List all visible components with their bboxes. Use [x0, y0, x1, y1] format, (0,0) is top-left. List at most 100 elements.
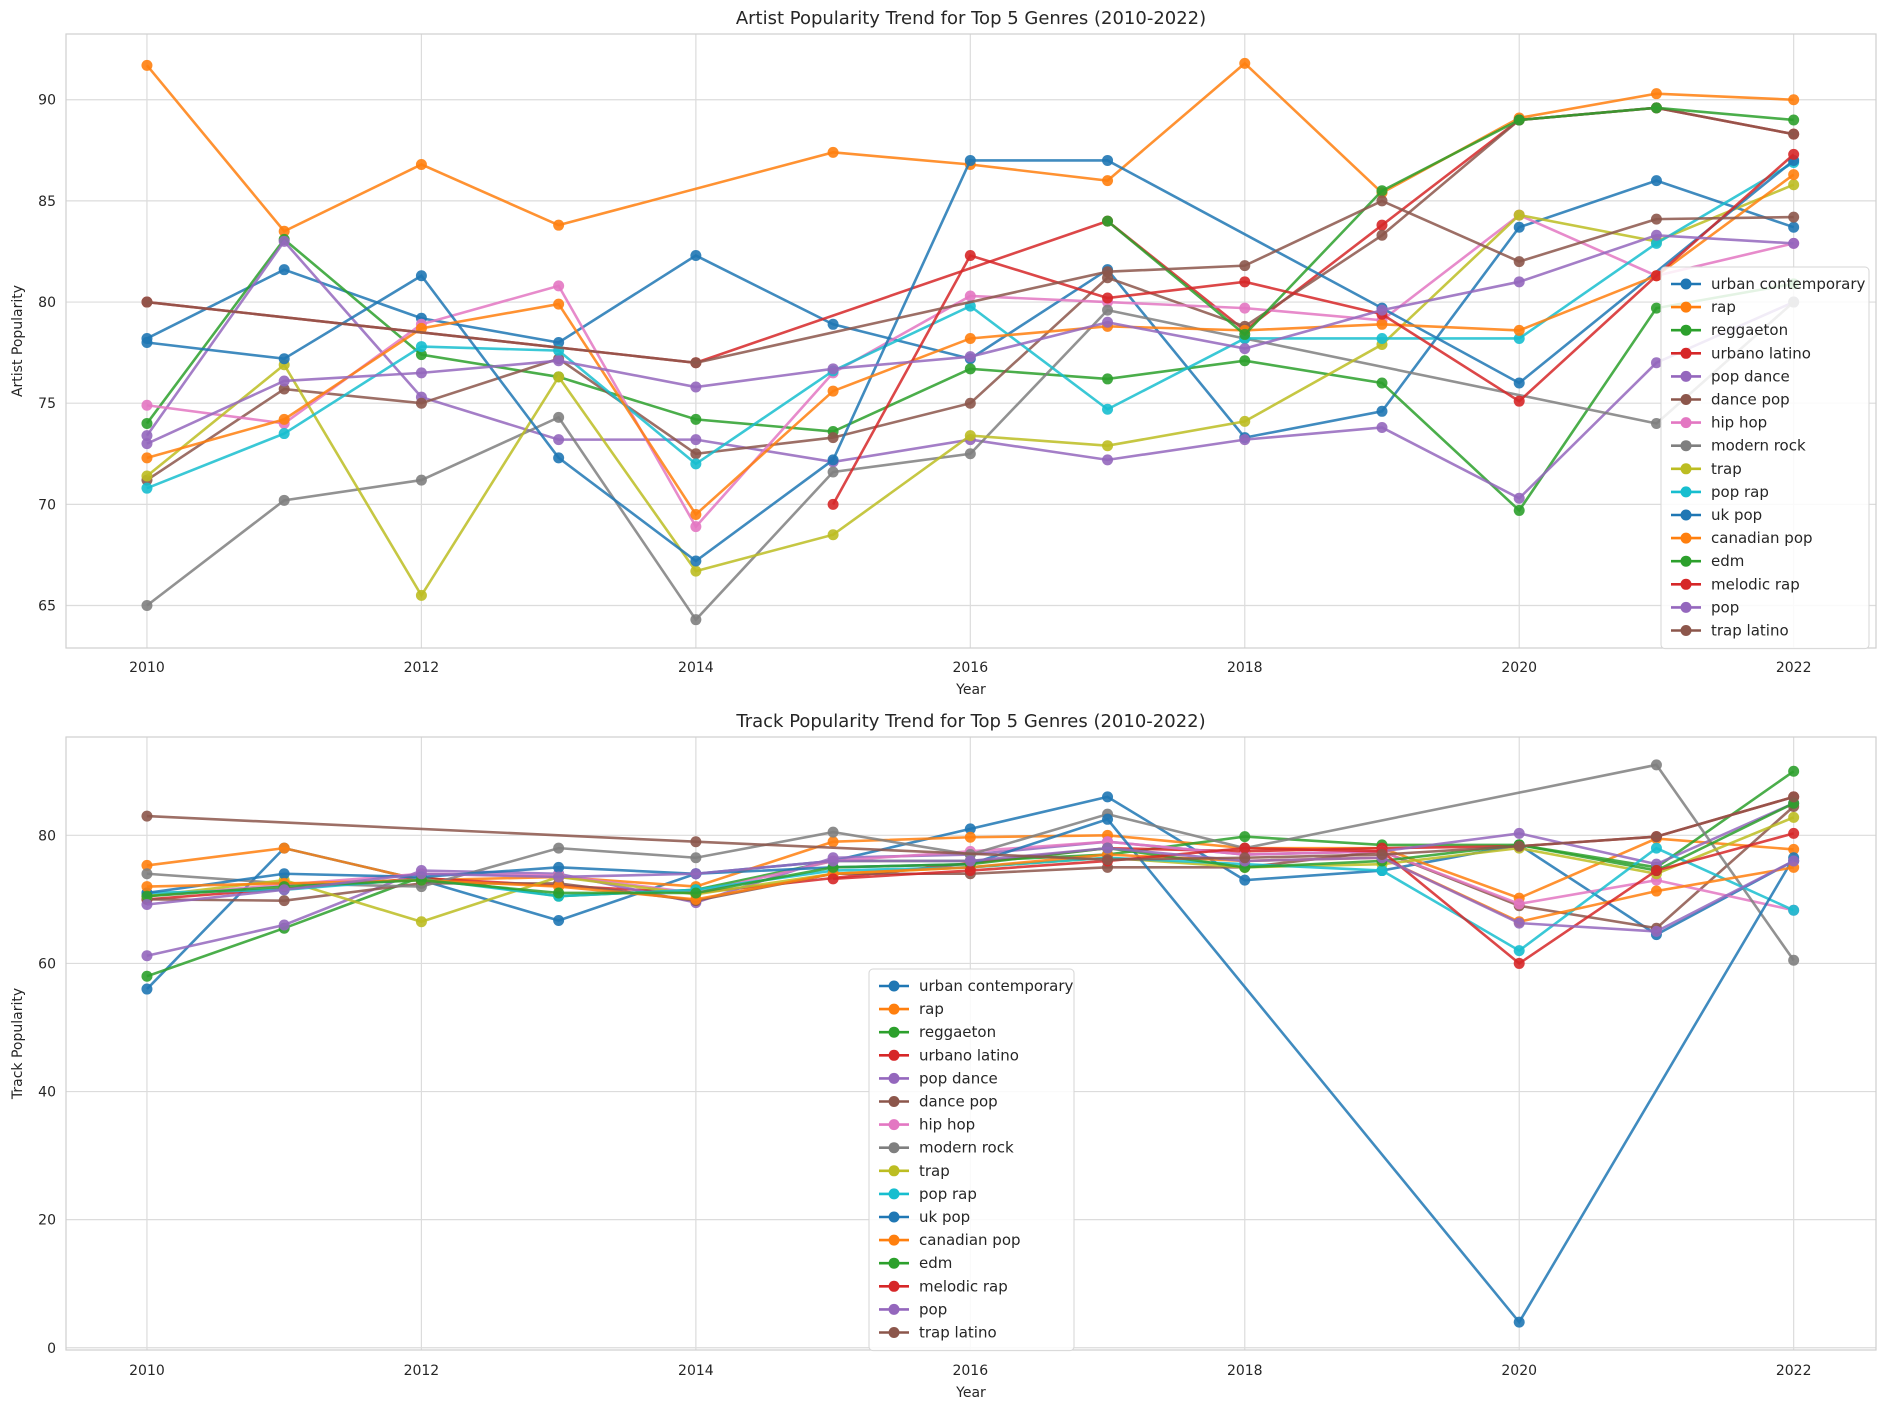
legend-dot-marker — [1680, 486, 1692, 498]
legend-dot-marker — [888, 1072, 900, 1084]
legend-item: rap — [879, 1000, 944, 1018]
data-point — [553, 280, 565, 292]
series-trap-latino — [141, 195, 1800, 369]
y-tick-label: 75 — [38, 396, 56, 412]
data-point — [964, 430, 976, 442]
x-tick-label: 2020 — [1501, 1363, 1537, 1379]
data-point — [1239, 57, 1251, 69]
legend-label: melodic rap — [919, 1277, 1008, 1295]
legend-label: trap latino — [919, 1324, 997, 1342]
legend-item: uk pop — [1671, 506, 1762, 524]
data-point — [964, 448, 976, 460]
series-uk-pop — [141, 154, 1800, 567]
legend-label: rap — [919, 1000, 944, 1018]
data-point — [1650, 213, 1662, 225]
data-point — [278, 375, 290, 387]
legend-dot-marker — [1680, 301, 1692, 313]
series-trap-latino — [141, 791, 1800, 866]
data-point — [1102, 842, 1114, 854]
data-point — [141, 438, 153, 450]
legend-label: uk pop — [1711, 506, 1762, 524]
data-point — [553, 337, 565, 349]
data-point — [553, 411, 565, 423]
data-point — [1650, 925, 1662, 937]
data-point — [1239, 355, 1251, 367]
data-point — [1650, 102, 1662, 114]
data-point — [1376, 219, 1388, 231]
y-tick-label: 20 — [38, 1213, 56, 1229]
data-point — [964, 865, 976, 877]
legend-dot-marker — [1680, 417, 1692, 429]
legend-label: modern rock — [1711, 437, 1806, 455]
legend-item: trap latino — [1671, 622, 1789, 640]
series-modern-rock — [141, 296, 1800, 626]
legend-item: dance pop — [1671, 391, 1790, 409]
data-point — [1513, 256, 1525, 268]
legend-dot-marker — [888, 1327, 900, 1338]
series-line — [146, 817, 1795, 1325]
data-point — [1788, 211, 1800, 223]
x-tick-label: 2020 — [1501, 660, 1537, 676]
legend-item: modern rock — [879, 1139, 1014, 1157]
data-point — [1513, 324, 1525, 336]
data-point — [1650, 175, 1662, 187]
legend-item: hip hop — [1671, 414, 1767, 432]
data-point — [827, 318, 839, 330]
data-point — [1513, 504, 1525, 516]
y-tick-label: 85 — [38, 194, 56, 210]
legend-label: hip hop — [1711, 414, 1767, 432]
data-point — [1376, 405, 1388, 417]
series-line — [146, 199, 1794, 365]
series-edm — [1102, 102, 1800, 340]
data-point — [1513, 221, 1525, 233]
legend-item: rap — [1671, 298, 1736, 316]
data-point — [690, 887, 702, 899]
legend-label: pop dance — [919, 1069, 998, 1087]
legend: urban contemporary rap reggaeton urbano lat… — [868, 968, 1075, 1352]
data-point — [690, 357, 702, 369]
x-tick-label: 2022 — [1776, 660, 1812, 676]
chart-title: Artist Popularity Trend for Top 5 Genres… — [736, 8, 1206, 29]
data-point — [1513, 332, 1525, 344]
data-point — [553, 371, 565, 383]
data-point — [690, 868, 702, 880]
data-point — [415, 868, 427, 880]
x-tick-label: 2016 — [952, 660, 988, 676]
legend-dot-marker — [1680, 463, 1692, 475]
data-point — [690, 434, 702, 446]
data-point — [1102, 854, 1114, 866]
data-point — [1650, 237, 1662, 249]
data-point — [1376, 849, 1388, 861]
data-point — [278, 428, 290, 440]
legend-dot-marker — [888, 1280, 900, 1292]
data-point — [1788, 843, 1800, 855]
legend-dot-marker — [888, 1049, 900, 1061]
data-point — [141, 399, 153, 411]
chart-title: Track Popularity Trend for Top 5 Genres … — [735, 711, 1205, 732]
data-point — [827, 836, 839, 848]
y-tick-label: 70 — [38, 497, 56, 513]
data-point — [278, 494, 290, 506]
data-point — [1239, 842, 1251, 854]
legend-item: pop — [1671, 598, 1739, 616]
data-point — [964, 823, 976, 835]
data-point — [278, 413, 290, 425]
x-tick-label: 2014 — [678, 660, 714, 676]
data-point — [1102, 454, 1114, 466]
data-point — [827, 146, 839, 158]
data-point — [141, 337, 153, 349]
data-point — [1788, 954, 1800, 966]
y-tick-label: 65 — [38, 599, 56, 615]
data-point — [553, 915, 565, 927]
legend-item: reggaeton — [879, 1023, 996, 1041]
legend-label: canadian pop — [919, 1231, 1021, 1249]
data-point — [827, 873, 839, 885]
legend-item: reggaeton — [1671, 321, 1788, 339]
data-point — [141, 950, 153, 962]
data-point — [1102, 316, 1114, 328]
data-point — [1788, 791, 1800, 803]
data-point — [1102, 154, 1114, 166]
data-point — [553, 842, 565, 854]
data-point — [415, 158, 427, 170]
legend-dot-marker — [1680, 394, 1692, 405]
